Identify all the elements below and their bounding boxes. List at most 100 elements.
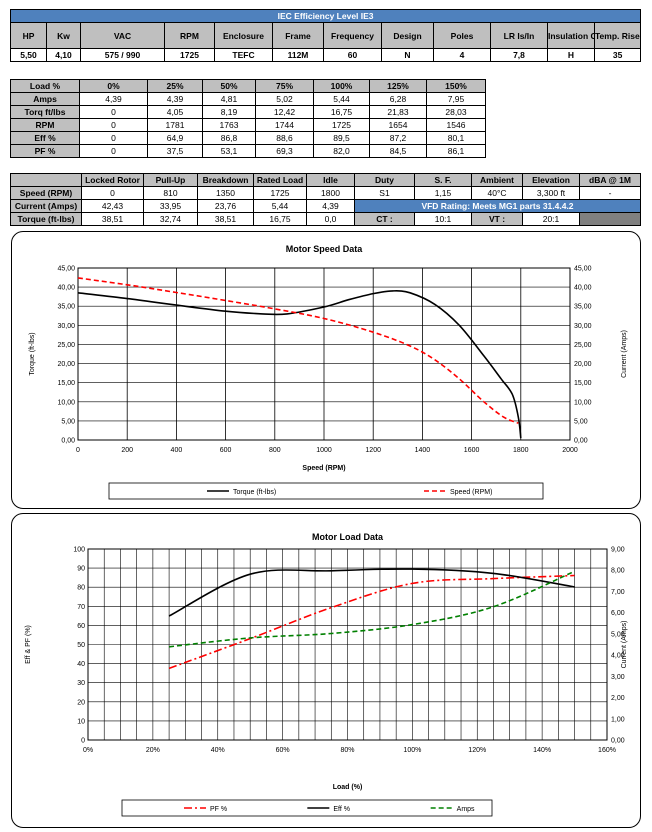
spec-header-cell: RPM xyxy=(164,22,215,49)
load-row-label: Amps xyxy=(10,92,80,106)
load-value-cell: 12,42 xyxy=(255,105,314,119)
y2-tick-label: 25,00 xyxy=(574,342,592,349)
perf-header-cell: dBA @ 1M xyxy=(579,173,641,187)
load-value-cell: 4,39 xyxy=(79,92,148,106)
load-value-cell: 1763 xyxy=(202,118,256,132)
load-value-cell: 69,3 xyxy=(255,144,314,158)
spec-value-cell: 112M xyxy=(272,48,324,62)
y2-tick-label: 8,00 xyxy=(611,568,625,575)
spec-header-cell: VAC xyxy=(80,22,165,49)
load-table: Load % 0% 25% 50% 75% 100% 125% 150% Amps 4,39 4,3… xyxy=(10,79,486,158)
load-value-cell: 4,39 xyxy=(147,92,203,106)
load-value-cell: 88,6 xyxy=(255,131,314,145)
y2-tick-label: 2,00 xyxy=(611,695,625,702)
y2-tick-label: 0,00 xyxy=(611,738,625,745)
perf-value-cell: 0 xyxy=(81,186,144,200)
perf-value-cell: 33,95 xyxy=(143,199,198,213)
y-tick-label: 70 xyxy=(77,604,85,611)
spec-header-cell: Insulation Class xyxy=(547,22,595,49)
spec-value-cell: 4,10 xyxy=(46,48,81,62)
load-value-cell: 84,5 xyxy=(369,144,427,158)
load-value-cell: 5,02 xyxy=(255,92,314,106)
load-value-cell: 87,2 xyxy=(369,131,427,145)
load-chart: Motor Load Data 0% 20% 40% 60% 80% 100% 120% 140… xyxy=(25,532,628,817)
load-header-cell: 25% xyxy=(147,79,203,93)
duty-value-cell: 3,300 ft xyxy=(522,186,580,200)
y2-tick-label: 5,00 xyxy=(611,631,625,638)
perf-header-cell: Breakdown xyxy=(197,173,254,187)
performance-table: Locked Rotor Pull-Up Breakdown Rated Load Id… xyxy=(10,173,641,226)
legend-label: Speed (RPM) xyxy=(450,489,492,496)
x-tick-label: 60% xyxy=(276,747,290,754)
load-value-cell: 28,03 xyxy=(426,105,486,119)
perf-header-cell: Locked Rotor xyxy=(81,173,144,187)
load-value-cell: 0 xyxy=(79,131,148,145)
duty-value-cell: S1 xyxy=(354,186,415,200)
x-tick-label: 1400 xyxy=(415,447,431,454)
x-tick-label: 1000 xyxy=(316,447,332,454)
x-tick-label: 0 xyxy=(76,447,80,454)
spec-value-cell: 4 xyxy=(433,48,491,62)
y2-tick-label: 0,00 xyxy=(574,438,588,445)
load-header-cell: Load % xyxy=(10,79,80,93)
y-tick-label: 15,00 xyxy=(57,380,75,387)
series-line-torque-ft-lbs xyxy=(77,290,522,439)
x-tick-label: 1800 xyxy=(513,447,529,454)
y-tick-label: 25,00 xyxy=(57,342,75,349)
load-row-label: RPM xyxy=(10,118,80,132)
load-row-label: Eff % xyxy=(10,131,80,145)
load-value-cell: 1744 xyxy=(255,118,314,132)
perf-header-cell: Idle xyxy=(306,173,355,187)
legend-box xyxy=(108,482,544,500)
spec-value-cell: N xyxy=(381,48,434,62)
y2-tick-label: 5,00 xyxy=(574,418,588,425)
perf-header-cell: Ambient xyxy=(471,173,523,187)
x-tick-label: 200 xyxy=(121,447,133,454)
duty-value-cell: 40°C xyxy=(471,186,523,200)
x-axis-label: Load (%) xyxy=(333,784,363,791)
perf-value-cell: 0,0 xyxy=(306,212,355,226)
y2-tick-label: 7,00 xyxy=(611,589,625,596)
spec-value-cell: 575 / 990 xyxy=(80,48,165,62)
legend-label: PF % xyxy=(210,806,227,813)
load-value-cell: 5,44 xyxy=(313,92,370,106)
perf-value-cell: 32,74 xyxy=(143,212,198,226)
load-value-cell: 86,8 xyxy=(202,131,256,145)
y2-axis-label: Current (Amps) xyxy=(621,330,628,378)
load-value-cell: 0 xyxy=(79,105,148,119)
load-value-cell: 86,1 xyxy=(426,144,486,158)
y-tick-label: 20 xyxy=(77,699,85,706)
load-value-cell: 21,83 xyxy=(369,105,427,119)
load-value-cell: 80,1 xyxy=(426,131,486,145)
perf-value-cell: 810 xyxy=(143,186,198,200)
y-axis-label: Torque (ft-lbs) xyxy=(29,332,36,375)
y-tick-label: 80 xyxy=(77,585,85,592)
y2-tick-label: 1,00 xyxy=(611,716,625,723)
y2-tick-label: 6,00 xyxy=(611,610,625,617)
load-value-cell: 1725 xyxy=(313,118,370,132)
spec-value-cell: 35 xyxy=(593,48,642,62)
legend-label: Amps xyxy=(457,806,475,813)
x-tick-label: 0% xyxy=(83,747,93,754)
load-value-cell: 16,75 xyxy=(313,105,370,119)
x-tick-label: 80% xyxy=(340,747,354,754)
x-tick-label: 1600 xyxy=(464,447,480,454)
x-tick-label: 160% xyxy=(598,747,616,754)
duty-value-cell: 1,15 xyxy=(414,186,472,200)
load-value-cell: 82,0 xyxy=(313,144,370,158)
perf-row-label: Current (Amps) xyxy=(10,199,82,213)
load-value-cell: 89,5 xyxy=(313,131,370,145)
load-value-cell: 1654 xyxy=(369,118,427,132)
load-value-cell: 53,1 xyxy=(202,144,256,158)
y-tick-label: 10 xyxy=(77,718,85,725)
y-tick-label: 100 xyxy=(73,547,85,554)
x-tick-label: 40% xyxy=(211,747,225,754)
x-axis-label: Speed (RPM) xyxy=(302,465,345,472)
perf-value-cell: 16,75 xyxy=(253,212,307,226)
load-row-label: Torq ft/lbs xyxy=(10,105,80,119)
y-tick-label: 30 xyxy=(77,680,85,687)
vfd-rating: VFD Rating: Meets MG1 parts 31.4.4.2 xyxy=(354,199,641,213)
perf-header-cell: Duty xyxy=(354,173,415,187)
ct-label: CT : xyxy=(354,212,415,226)
perf-value-cell: 5,44 xyxy=(253,199,307,213)
